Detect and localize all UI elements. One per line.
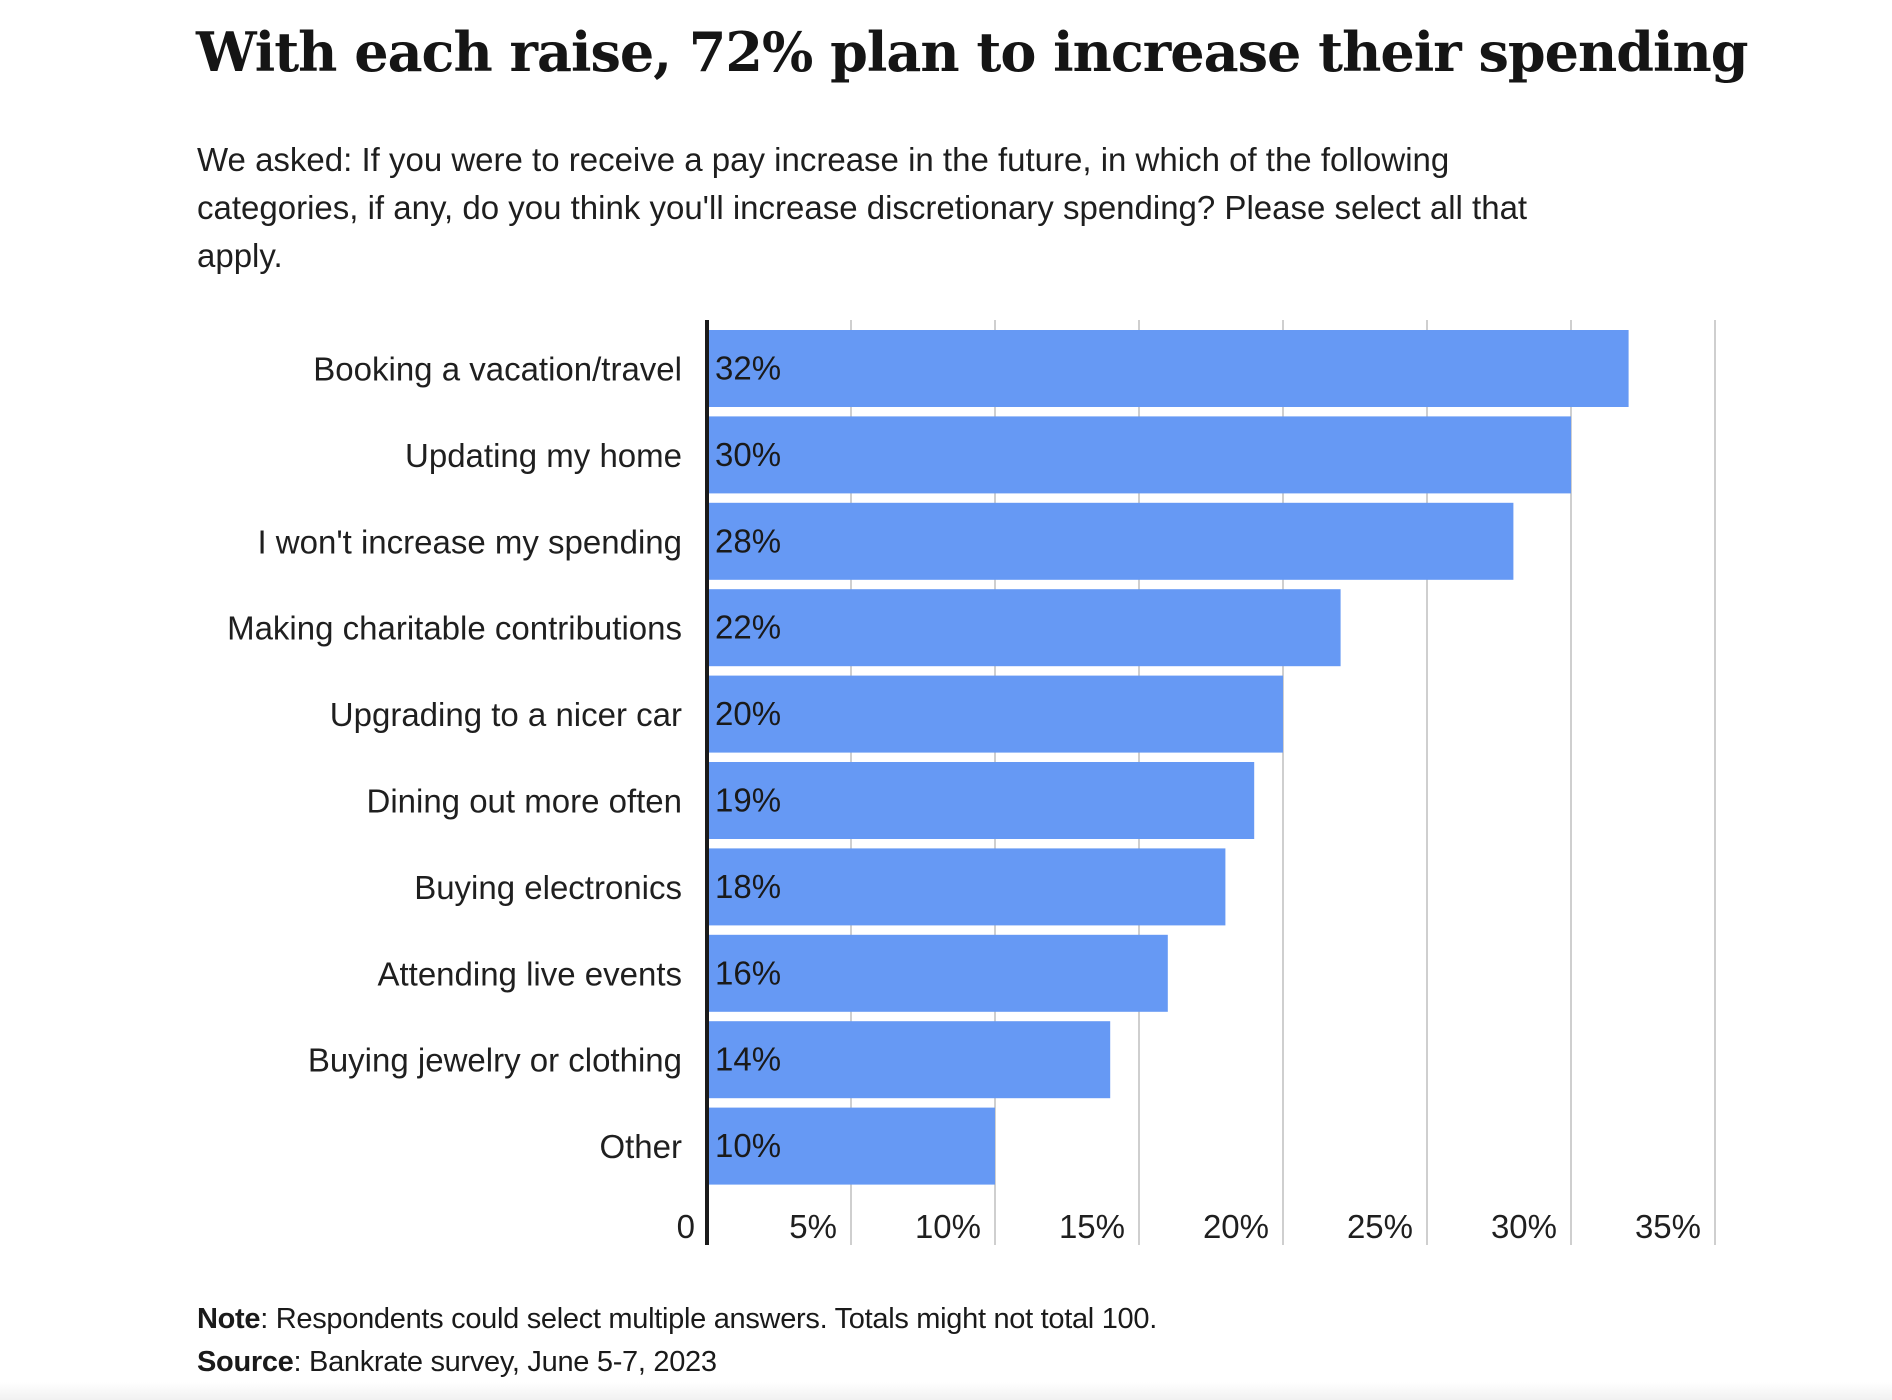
x-tick-label: 5%	[789, 1208, 837, 1245]
chart-footer: Note: Respondents could select multiple …	[197, 1298, 1157, 1384]
category-label: Updating my home	[405, 437, 682, 474]
bar-value-label: 16%	[715, 954, 781, 991]
category-label: Buying jewelry or clothing	[308, 1042, 682, 1079]
bar	[707, 1021, 1111, 1099]
note-text: : Respondents could select multiple answ…	[260, 1303, 1157, 1335]
bar	[707, 330, 1629, 407]
x-tick-label: 25%	[1347, 1208, 1413, 1245]
category-label: Other	[599, 1128, 682, 1165]
bar	[707, 934, 1168, 1012]
bar	[707, 762, 1255, 839]
x-tick-label: 0	[677, 1208, 695, 1245]
category-label: Making charitable contributions	[227, 610, 682, 647]
source-label: Source	[197, 1346, 294, 1378]
bar	[707, 675, 1283, 753]
category-label: Booking a vacation/travel	[313, 351, 682, 388]
bar-value-label: 32%	[715, 350, 781, 387]
bar-value-label: 28%	[715, 522, 781, 559]
bar-value-label: 30%	[715, 436, 781, 473]
bar	[707, 589, 1341, 667]
bar	[707, 416, 1571, 494]
bar-value-label: 22%	[715, 609, 781, 646]
bar-value-label: 19%	[715, 782, 781, 819]
category-label: Attending live events	[377, 955, 682, 992]
category-label: I won't increase my spending	[257, 523, 682, 560]
bar	[707, 1107, 995, 1185]
source-text: : Bankrate survey, June 5-7, 2023	[293, 1346, 718, 1378]
spending-bar-chart: 32% Booking a vacation/travel 30% Updating …	[227, 320, 1716, 1245]
note-label: Note	[197, 1303, 261, 1335]
bar-value-label: 20%	[715, 695, 781, 732]
x-tick-label: 35%	[1635, 1208, 1701, 1245]
footer-note: Note: Respondents could select multiple …	[197, 1298, 1157, 1341]
x-tick-label: 15%	[1059, 1208, 1125, 1245]
category-label: Dining out more often	[366, 783, 682, 820]
x-tick-label: 30%	[1491, 1208, 1557, 1245]
bar	[707, 502, 1514, 580]
chart-question-subtitle: We asked: If you were to receive a pay i…	[197, 141, 1528, 274]
bar-value-label: 14%	[715, 1041, 781, 1078]
x-tick-label: 20%	[1203, 1208, 1269, 1245]
bar-value-label: 10%	[715, 1127, 781, 1164]
bar	[707, 848, 1226, 926]
page-title: With each raise, 72% plan to increase th…	[196, 20, 1749, 84]
x-tick-label: 10%	[915, 1208, 981, 1245]
category-label: Buying electronics	[414, 869, 682, 906]
category-label: Upgrading to a nicer car	[330, 696, 682, 733]
footer-source: Source: Bankrate survey, June 5-7, 2023	[197, 1341, 1157, 1384]
bottom-fade	[0, 1382, 1892, 1400]
bar-value-label: 18%	[715, 868, 781, 905]
